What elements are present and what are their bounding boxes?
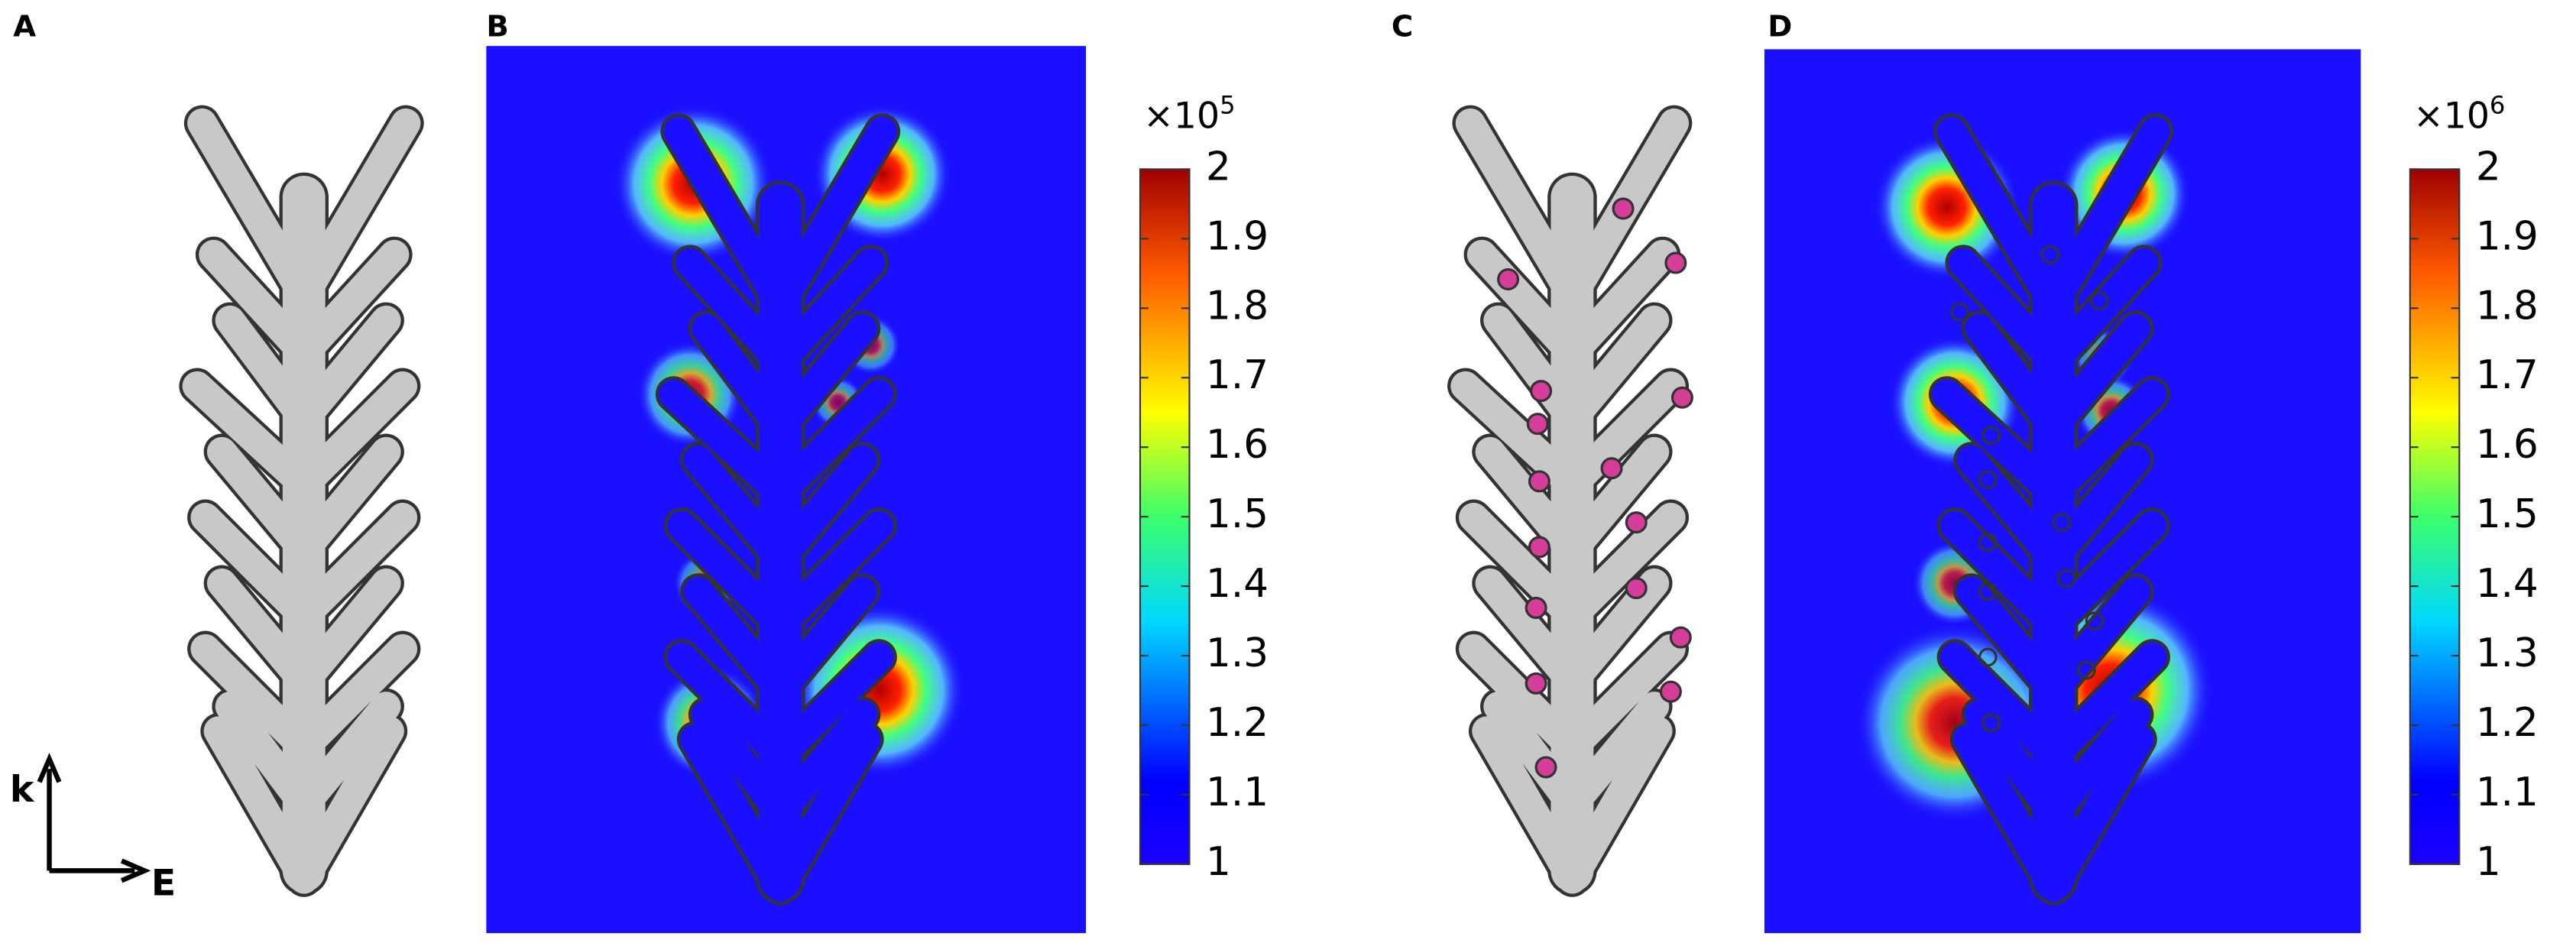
colorbar-ticks: 1 1.1 1.2 1.3 1.4 1.5 1.6 1.7 1.8 1.9 2 (1140, 144, 1269, 885)
tick-label: 1 (1206, 839, 1231, 885)
multiplier: ×10 (1143, 96, 1220, 138)
tick-label: 1.2 (1206, 700, 1269, 746)
antenna-shape (197, 123, 406, 879)
tick-label: 1.5 (2476, 491, 2539, 537)
tick-label: 1.7 (1206, 352, 1269, 398)
tick-label: 1.4 (1206, 561, 1269, 607)
tick-label: 1.8 (1206, 283, 1269, 329)
multiplier: ×10 (2413, 96, 2490, 138)
panel-label: C (1392, 9, 1413, 44)
tick-label: 2 (2476, 144, 2501, 190)
antenna-shape (1466, 123, 1674, 879)
tick-label: 1.6 (2476, 422, 2539, 468)
tick-label: 1.3 (2476, 630, 2539, 676)
panel-label: A (13, 9, 36, 44)
tick-label: 1.8 (2476, 283, 2539, 329)
panel-label: D (1768, 9, 1792, 44)
tick-label: 1.7 (2476, 352, 2539, 398)
tick-label: 1.1 (1206, 770, 1269, 815)
tick-label: 2 (1206, 144, 1231, 190)
tick-label: 1.5 (1206, 491, 1269, 537)
axis-label: E (151, 863, 176, 905)
colorbar-multiplier: ×106 (2413, 90, 2505, 137)
panel-label: B (486, 9, 509, 44)
colorbar-multiplier: ×105 (1143, 90, 1235, 137)
tick-label: 1.3 (1206, 630, 1269, 676)
tick-label: 1.9 (2476, 213, 2539, 259)
colorbar-ticks: 1 1.1 1.2 1.3 1.4 1.5 1.6 1.7 1.8 1.9 2 (2409, 144, 2539, 885)
axes-indicator: k E (10, 753, 176, 905)
tick-label: 1.4 (2476, 561, 2539, 607)
tick-label: 1.2 (2476, 700, 2539, 746)
tick-label: 1 (2476, 839, 2501, 885)
particles (1950, 245, 2109, 733)
tick-label: 1.6 (1206, 422, 1269, 468)
tick-label: 1.1 (2476, 770, 2539, 815)
exponent: 5 (1220, 90, 1236, 119)
particles (1497, 197, 1693, 779)
exponent: 6 (2490, 90, 2506, 119)
tick-label: 1.9 (1206, 213, 1269, 259)
axis-label: k (10, 769, 35, 811)
